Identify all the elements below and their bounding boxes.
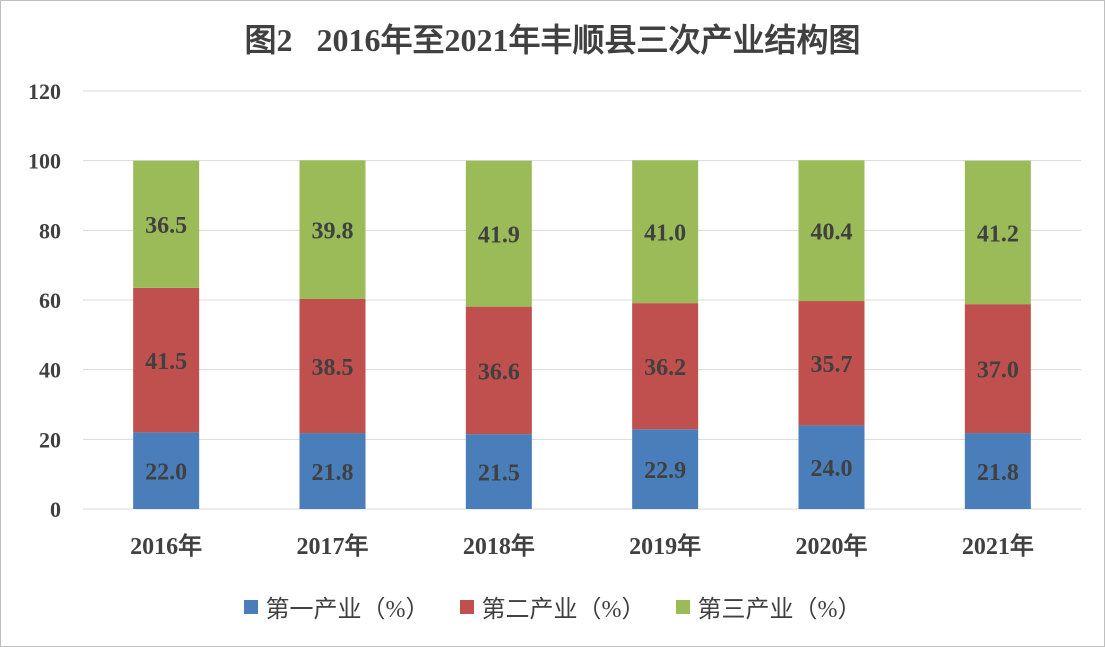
bar-segment bbox=[465, 160, 532, 307]
bar-segment bbox=[964, 160, 1031, 305]
y-tick-label: 80 bbox=[39, 218, 61, 243]
legend-item: 第一产业（%） bbox=[243, 589, 430, 624]
bar-segment bbox=[964, 304, 1031, 434]
data-label: 41.2 bbox=[977, 221, 1019, 247]
chart-title: 图2 2016年至2021年丰顺县三次产业结构图 bbox=[244, 22, 861, 58]
data-label: 36.6 bbox=[478, 359, 520, 385]
legend-label: 第一产业（%） bbox=[265, 597, 430, 623]
bar-segment bbox=[632, 429, 699, 509]
x-tick-label: 2020年 bbox=[796, 532, 868, 560]
y-tick-label: 60 bbox=[39, 288, 61, 313]
bar-segment bbox=[465, 306, 532, 435]
data-label: 40.4 bbox=[811, 220, 853, 246]
data-label: 24.0 bbox=[811, 456, 853, 482]
bar-segment bbox=[299, 160, 366, 299]
data-label: 36.2 bbox=[644, 355, 686, 381]
bar-segment bbox=[133, 432, 200, 509]
data-label: 22.9 bbox=[644, 458, 686, 484]
data-label: 21.5 bbox=[478, 461, 520, 487]
y-tick-label: 20 bbox=[39, 427, 61, 452]
data-label: 41.0 bbox=[644, 221, 686, 247]
legend-label: 第三产业（%） bbox=[697, 597, 862, 623]
y-tick-label: 0 bbox=[50, 497, 61, 522]
bar-segment bbox=[133, 287, 200, 433]
x-tick-label: 2021年 bbox=[962, 532, 1034, 560]
data-label: 41.9 bbox=[478, 223, 520, 249]
x-tick-label: 2017年 bbox=[297, 532, 369, 560]
legend-item: 第二产业（%） bbox=[459, 589, 646, 624]
y-tick-label: 120 bbox=[28, 79, 61, 104]
bar-segment bbox=[632, 303, 699, 430]
bar-segment bbox=[798, 425, 865, 509]
bar-segment bbox=[299, 298, 366, 434]
legend-swatch bbox=[243, 599, 258, 614]
legend-item: 第三产业（%） bbox=[675, 589, 862, 624]
data-label: 22.0 bbox=[145, 460, 187, 486]
data-label: 39.8 bbox=[312, 219, 354, 245]
data-label: 36.5 bbox=[145, 213, 187, 239]
data-label: 41.5 bbox=[145, 349, 187, 375]
data-label: 21.8 bbox=[977, 460, 1019, 486]
legend: 第一产业（%） 第二产业（%） 第三产业（%） bbox=[1, 589, 1104, 624]
x-tick-label: 2018年 bbox=[463, 532, 535, 560]
bar-segment bbox=[964, 433, 1031, 509]
y-tick-label: 40 bbox=[39, 358, 61, 383]
data-label: 37.0 bbox=[977, 358, 1019, 384]
bar-segment bbox=[133, 160, 200, 288]
bar-segment bbox=[299, 433, 366, 509]
legend-swatch bbox=[675, 599, 690, 614]
bar-segment bbox=[798, 160, 865, 302]
y-tick-label: 100 bbox=[28, 149, 61, 174]
data-label: 38.5 bbox=[312, 355, 354, 381]
legend-label: 第二产业（%） bbox=[481, 597, 646, 623]
bar-segment bbox=[465, 434, 532, 509]
data-label: 21.8 bbox=[312, 460, 354, 486]
data-label: 35.7 bbox=[811, 352, 853, 378]
bar-segment bbox=[798, 301, 865, 426]
x-tick-label: 2019年 bbox=[629, 532, 701, 560]
x-tick-label: 2016年 bbox=[130, 532, 202, 560]
bar-segment bbox=[632, 160, 699, 304]
legend-swatch bbox=[459, 599, 474, 614]
